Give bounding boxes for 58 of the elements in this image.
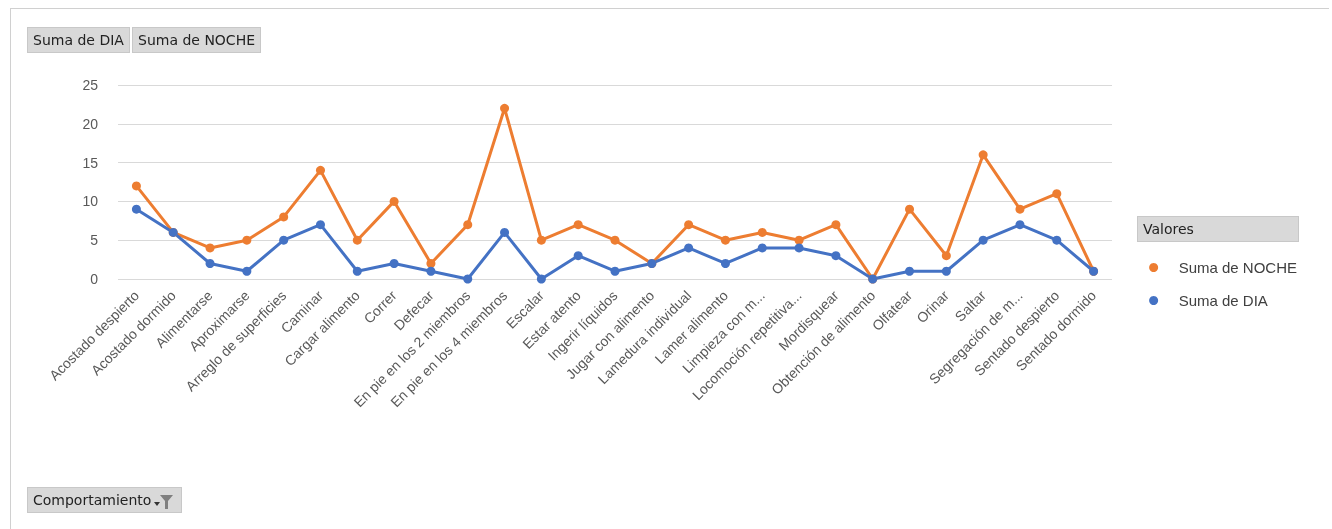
point — [757, 243, 767, 253]
point — [941, 251, 951, 261]
point — [794, 243, 804, 253]
point — [463, 274, 473, 284]
point — [315, 165, 325, 175]
y-tick-label: 25 — [82, 77, 99, 93]
point — [1052, 235, 1062, 245]
point — [905, 204, 915, 214]
point — [389, 196, 399, 206]
point — [978, 235, 988, 245]
point — [463, 220, 473, 230]
point — [831, 220, 841, 230]
point — [242, 266, 252, 276]
point — [831, 251, 841, 261]
y-tick-label: 5 — [90, 232, 99, 249]
point — [573, 251, 583, 261]
point — [426, 266, 436, 276]
point — [1052, 189, 1062, 199]
point — [500, 103, 510, 113]
point — [684, 243, 694, 253]
point — [720, 258, 730, 268]
point — [205, 258, 215, 268]
point — [352, 266, 362, 276]
text: Comportamiento — [27, 487, 183, 513]
point — [279, 235, 289, 245]
point — [720, 235, 730, 245]
point — [610, 235, 620, 245]
y-tick-label: 0 — [90, 271, 99, 287]
text: Suma de NOCHE — [132, 27, 262, 53]
point — [389, 258, 399, 268]
point — [242, 235, 252, 245]
point — [536, 235, 546, 245]
y-tick-label: 20 — [82, 115, 99, 132]
point — [1015, 204, 1025, 214]
point — [573, 220, 583, 230]
legend-label: Suma de NOCHE — [1178, 259, 1297, 276]
point — [941, 266, 951, 276]
point — [315, 220, 325, 230]
point — [536, 274, 546, 284]
point — [978, 150, 988, 160]
point — [131, 181, 141, 191]
point — [905, 266, 915, 276]
y-tick-label: 15 — [82, 154, 99, 171]
point — [610, 266, 620, 276]
point — [279, 212, 289, 222]
point — [205, 243, 215, 253]
point — [500, 227, 510, 237]
legend-label: Suma de DIA — [1178, 292, 1268, 309]
point — [426, 258, 436, 268]
point — [131, 204, 141, 214]
legend-title: Valores — [1137, 216, 1299, 242]
point — [757, 227, 767, 237]
point — [794, 235, 804, 245]
point — [684, 220, 694, 230]
point — [352, 235, 362, 245]
point — [1015, 220, 1025, 230]
y-tick-label: 10 — [82, 193, 99, 210]
text: Suma de DIA — [27, 27, 130, 53]
